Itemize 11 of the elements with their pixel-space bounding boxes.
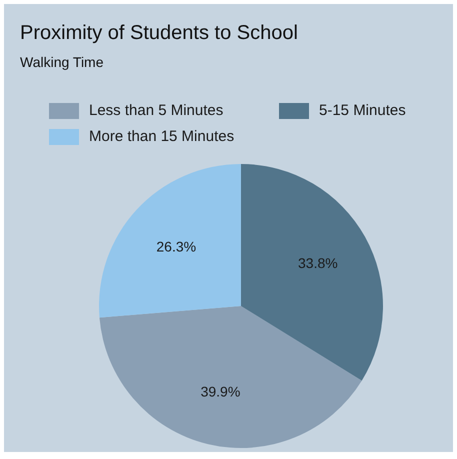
data-label: 39.9%	[200, 384, 240, 400]
data-label: 33.8%	[298, 255, 338, 272]
chart-title: Proximity of Students to School	[20, 22, 298, 45]
legend-label: 5-15 Minutes	[319, 102, 406, 119]
pie-slice	[241, 164, 383, 381]
legend-label: Less than 5 Minutes	[89, 102, 224, 119]
pie-slice	[99, 164, 241, 318]
chart-subtitle: Walking Time	[20, 54, 104, 70]
pie-slice	[99, 306, 362, 448]
legend-label: More than 15 Minutes	[89, 128, 234, 145]
data-label: 26.3%	[156, 238, 196, 254]
